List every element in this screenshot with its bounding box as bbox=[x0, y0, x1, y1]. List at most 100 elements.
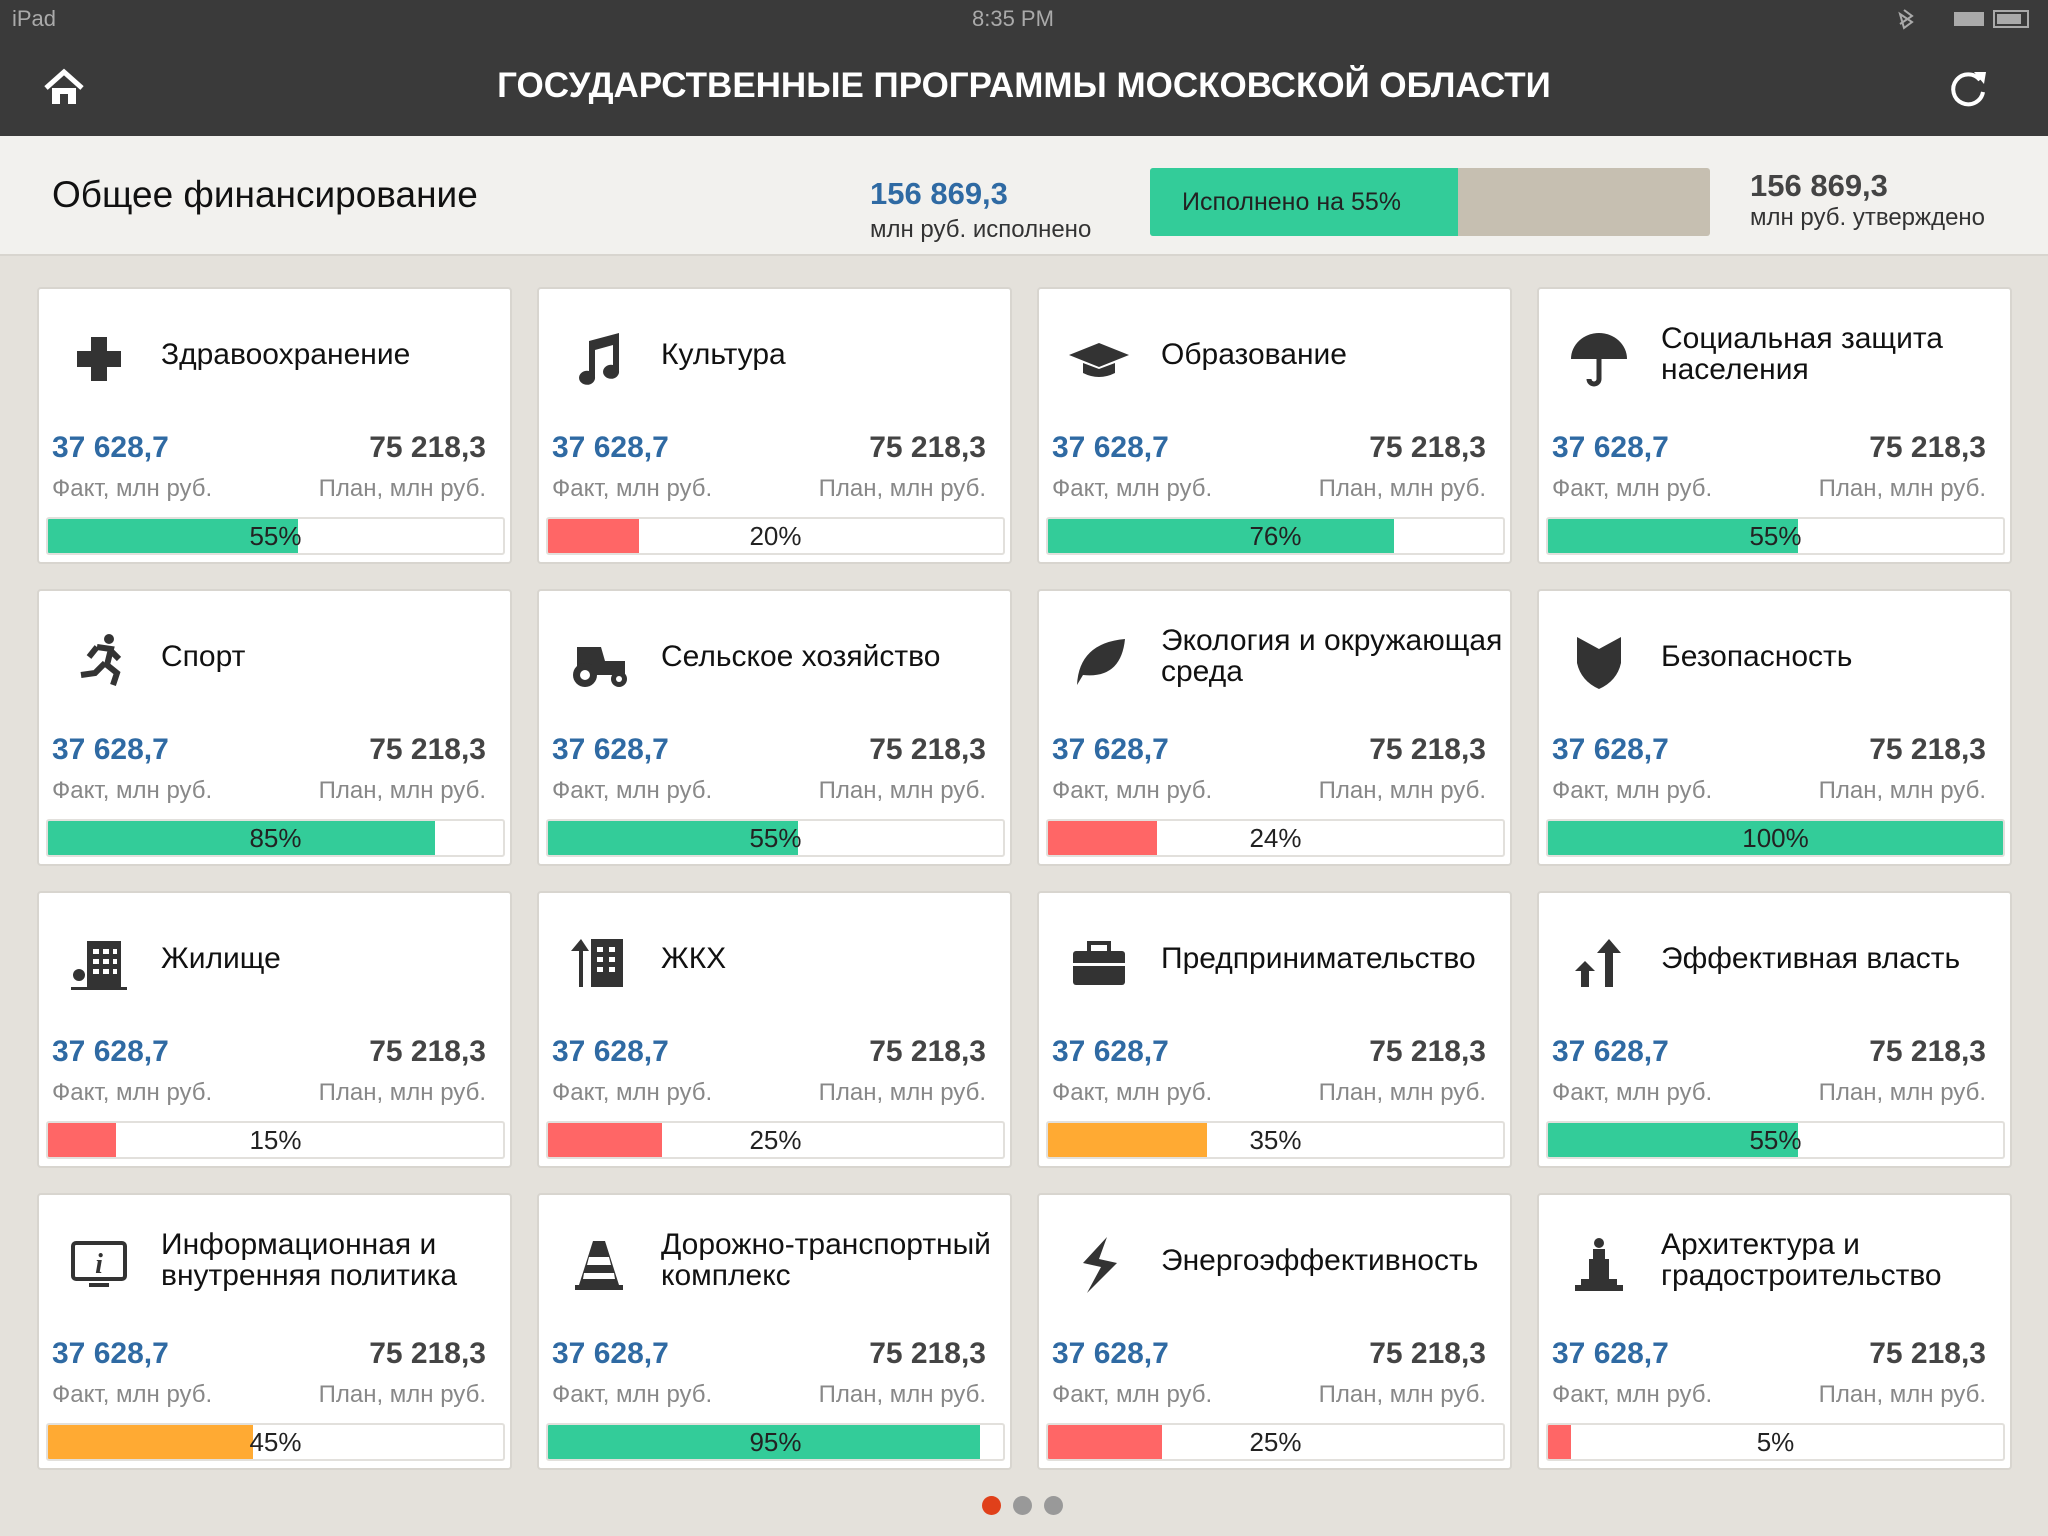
fact-label: Факт, млн руб. bbox=[52, 1079, 213, 1106]
summary-progress-fill: Исполнено на 55% bbox=[1150, 168, 1458, 236]
progress-fill bbox=[548, 1425, 981, 1459]
progress-percent: 45% bbox=[249, 1426, 302, 1457]
progress-fill bbox=[1548, 1123, 1799, 1157]
plan-label: План, млн руб. bbox=[1318, 475, 1486, 502]
plan-label: План, млн руб. bbox=[1818, 1381, 1986, 1408]
home-icon[interactable] bbox=[42, 66, 86, 110]
fact-value: 37 628,7 bbox=[52, 1035, 169, 1068]
progress-bar: 25% bbox=[1046, 1423, 1505, 1461]
fact-value: 37 628,7 bbox=[1052, 1035, 1169, 1068]
progress-fill bbox=[548, 519, 639, 553]
progress-percent: 25% bbox=[749, 1124, 802, 1155]
progress-percent: 20% bbox=[749, 520, 802, 551]
summary-panel: Общее финансирование 156 869,3 млн руб. … bbox=[0, 136, 2048, 256]
fact-label: Факт, млн руб. bbox=[1552, 777, 1713, 804]
progress-bar: 20% bbox=[546, 517, 1005, 555]
program-card[interactable]: Сельское хозяйство 37 628,7 75 218,3 Фак… bbox=[537, 589, 1012, 866]
program-card[interactable]: Экология и окружающая среда 37 628,7 75 … bbox=[1037, 589, 1512, 866]
card-title: Дорожно-транспортный комплекс bbox=[661, 1228, 991, 1292]
card-title: ЖКХ bbox=[661, 941, 727, 975]
progress-fill bbox=[1048, 821, 1158, 855]
status-time: 8:35 PM bbox=[972, 6, 1054, 31]
program-card[interactable]: Социальная защита населения 37 628,7 75 … bbox=[1537, 287, 2012, 564]
progress-fill bbox=[548, 821, 799, 855]
progress-fill bbox=[548, 1123, 662, 1157]
program-card[interactable]: Безопасность 37 628,7 75 218,3 Факт, млн… bbox=[1537, 589, 2012, 866]
progress-percent: 55% bbox=[249, 520, 302, 551]
plan-label: План, млн руб. bbox=[1818, 1079, 1986, 1106]
fact-label: Факт, млн руб. bbox=[1052, 1079, 1213, 1106]
plan-value: 75 218,3 bbox=[1369, 1035, 1486, 1068]
plan-label: План, млн руб. bbox=[818, 1381, 986, 1408]
plan-label: План, млн руб. bbox=[1318, 1079, 1486, 1106]
progress-fill bbox=[48, 821, 435, 855]
progress-fill bbox=[1548, 519, 1799, 553]
briefcase-icon bbox=[1073, 941, 1125, 985]
page-dot[interactable] bbox=[1013, 1496, 1032, 1515]
progress-bar: 5% bbox=[1546, 1423, 2005, 1461]
fact-label: Факт, млн руб. bbox=[1552, 475, 1713, 502]
plan-value: 75 218,3 bbox=[369, 1337, 486, 1370]
executed-value: 156 869,3 bbox=[870, 176, 1008, 211]
monument-icon bbox=[1575, 1238, 1623, 1291]
fact-label: Факт, млн руб. bbox=[1052, 475, 1213, 502]
info-monitor-icon: i bbox=[71, 1241, 127, 1287]
program-card[interactable]: Предпринимательство 37 628,7 75 218,3 Фа… bbox=[1037, 891, 1512, 1168]
plan-label: План, млн руб. bbox=[818, 1079, 986, 1106]
fact-value: 37 628,7 bbox=[1552, 431, 1669, 464]
fact-value: 37 628,7 bbox=[552, 1337, 669, 1370]
program-card[interactable]: Здравоохранение 37 628,7 75 218,3 Факт, … bbox=[37, 287, 512, 564]
progress-percent: 55% bbox=[1749, 520, 1802, 551]
arrows-up-icon bbox=[1575, 939, 1621, 987]
fact-value: 37 628,7 bbox=[52, 733, 169, 766]
program-card[interactable]: Архитектура и градостроительство 37 628,… bbox=[1537, 1193, 2012, 1470]
plan-label: План, млн руб. bbox=[818, 475, 986, 502]
fact-label: Факт, млн руб. bbox=[1052, 777, 1213, 804]
program-card[interactable]: Образование 37 628,7 75 218,3 Факт, млн … bbox=[1037, 287, 1512, 564]
fact-label: Факт, млн руб. bbox=[52, 475, 213, 502]
fact-label: Факт, млн руб. bbox=[52, 777, 213, 804]
card-title: Эффективная власть bbox=[1661, 941, 1961, 975]
card-title: Экология и окружающая среда bbox=[1161, 624, 1503, 688]
plan-value: 75 218,3 bbox=[869, 431, 986, 464]
progress-bar: 55% bbox=[1546, 517, 2005, 555]
progress-fill bbox=[48, 519, 299, 553]
progress-bar: 55% bbox=[546, 819, 1005, 857]
plan-value: 75 218,3 bbox=[1869, 1035, 1986, 1068]
progress-bar: 95% bbox=[546, 1423, 1005, 1461]
page-dot[interactable] bbox=[1044, 1496, 1063, 1515]
tractor-icon bbox=[573, 647, 627, 687]
card-title: Энергоэффективность bbox=[1161, 1243, 1479, 1277]
card-title: Архитектура и градостроительство bbox=[1661, 1228, 1942, 1292]
program-card[interactable]: Культура 37 628,7 75 218,3 Факт, млн руб… bbox=[537, 287, 1012, 564]
progress-bar: 55% bbox=[46, 517, 505, 555]
page-dot-active[interactable] bbox=[982, 1496, 1001, 1515]
fact-value: 37 628,7 bbox=[1052, 733, 1169, 766]
refresh-icon[interactable] bbox=[1946, 66, 1990, 110]
program-card[interactable]: Жилище 37 628,7 75 218,3 Факт, млн руб. … bbox=[37, 891, 512, 1168]
leaf-icon bbox=[1077, 639, 1125, 685]
fact-value: 37 628,7 bbox=[1052, 431, 1169, 464]
plan-value: 75 218,3 bbox=[869, 1337, 986, 1370]
fact-label: Факт, млн руб. bbox=[552, 777, 713, 804]
progress-percent: 5% bbox=[1756, 1426, 1795, 1457]
runner-icon bbox=[80, 634, 122, 686]
plan-value: 75 218,3 bbox=[1869, 733, 1986, 766]
progress-percent: 76% bbox=[1249, 520, 1302, 551]
fact-label: Факт, млн руб. bbox=[552, 1381, 713, 1408]
program-card[interactable]: Энергоэффективность 37 628,7 75 218,3 Фа… bbox=[1037, 1193, 1512, 1470]
progress-bar: 24% bbox=[1046, 819, 1505, 857]
page-indicator[interactable] bbox=[982, 1496, 1063, 1515]
program-card[interactable]: Спорт 37 628,7 75 218,3 Факт, млн руб. П… bbox=[37, 589, 512, 866]
program-card[interactable]: Эффективная власть 37 628,7 75 218,3 Фак… bbox=[1537, 891, 2012, 1168]
program-card[interactable]: i Информационная и внутренняя политика 3… bbox=[37, 1193, 512, 1470]
progress-bar: 100% bbox=[1546, 819, 2005, 857]
card-title: Жилище bbox=[161, 941, 281, 975]
program-card[interactable]: Дорожно-транспортный комплекс 37 628,7 7… bbox=[537, 1193, 1012, 1470]
summary-progress-bar: Исполнено на 55% bbox=[1150, 168, 1710, 236]
program-card[interactable]: ЖКХ 37 628,7 75 218,3 Факт, млн руб. Пла… bbox=[537, 891, 1012, 1168]
plan-value: 75 218,3 bbox=[1369, 733, 1486, 766]
card-title: Социальная защита населения bbox=[1661, 322, 1943, 386]
progress-fill bbox=[1548, 821, 2003, 855]
progress-percent: 25% bbox=[1249, 1426, 1302, 1457]
